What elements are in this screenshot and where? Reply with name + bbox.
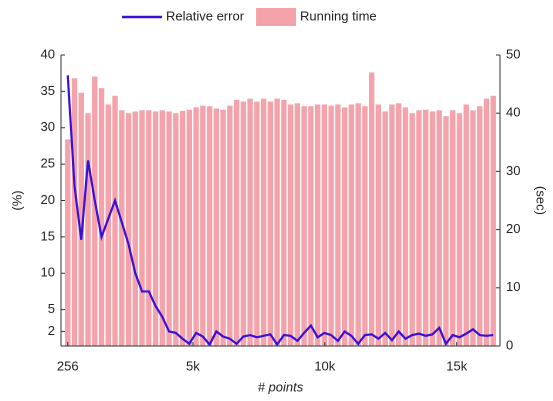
bar [179, 110, 186, 346]
x-tick-label: 5k [186, 358, 200, 373]
bar [456, 113, 463, 346]
bar [233, 99, 240, 347]
y-tick-label: 15 [41, 228, 55, 243]
bar [159, 110, 166, 346]
bar [71, 78, 78, 346]
bar [105, 104, 111, 346]
x-tick-label: 256 [57, 358, 79, 373]
bar [368, 72, 375, 347]
legend-swatch [256, 8, 297, 26]
bar [294, 103, 301, 346]
bar [119, 110, 125, 346]
bar [375, 104, 382, 346]
bar [402, 107, 409, 346]
y2-tick-label: 30 [506, 163, 520, 178]
legend: Relative error Running time [122, 8, 377, 26]
bar [314, 104, 321, 346]
bar [423, 109, 429, 346]
bar [125, 113, 132, 346]
bar [335, 104, 341, 346]
x-tick-label: 10k [314, 358, 335, 373]
bar [443, 116, 449, 346]
bar [416, 110, 422, 346]
bar [287, 104, 294, 346]
bar [213, 108, 220, 346]
y2-tick-label: 40 [506, 105, 520, 120]
bar [328, 105, 334, 346]
bar [132, 111, 138, 346]
bar [220, 109, 226, 346]
y2-tick-label: 50 [506, 46, 520, 61]
bar [321, 104, 328, 346]
bar [206, 106, 213, 346]
bar [227, 105, 233, 346]
bar [429, 111, 436, 346]
y-tick-label: 25 [41, 156, 55, 171]
line [66, 75, 494, 347]
bar [139, 110, 145, 346]
bar [490, 95, 496, 347]
bar [173, 113, 179, 346]
y-tick-label: 20 [41, 192, 55, 207]
bar [146, 110, 152, 346]
bar [348, 104, 355, 346]
bar [395, 103, 402, 346]
bar [409, 113, 415, 346]
bar [92, 76, 98, 346]
y-tick-label: 35 [41, 83, 55, 98]
bar [112, 95, 118, 347]
bar [281, 99, 287, 347]
bar [200, 105, 206, 346]
bar [341, 107, 348, 346]
y-tick-label: 40 [41, 46, 55, 61]
y2-tick-label: 20 [506, 221, 520, 236]
bar [152, 111, 159, 346]
bar [85, 113, 91, 346]
bar [78, 92, 84, 346]
bar [301, 106, 307, 346]
legend-label: Relative error [166, 8, 245, 23]
bar [193, 107, 199, 346]
bar [186, 109, 193, 346]
y-tick-label: 30 [41, 119, 55, 134]
y-tick-label: 5 [48, 301, 55, 316]
bar [240, 101, 247, 346]
x-tick-label: 15k [446, 358, 467, 373]
bar [483, 98, 490, 347]
bar [436, 110, 442, 346]
bar [382, 111, 388, 346]
y-tick-label: 10 [41, 265, 55, 280]
bar [260, 98, 267, 347]
bar [247, 98, 253, 347]
y2-tick-label: 0 [506, 337, 513, 352]
bar [65, 139, 71, 346]
y-tick-label: 2 [48, 323, 55, 338]
bar [477, 106, 483, 346]
bar [267, 101, 274, 346]
bar [254, 101, 260, 346]
bar [166, 111, 172, 346]
y2-tick-label: 10 [506, 279, 520, 294]
bar [355, 103, 361, 346]
y2-axis-label: (sec) [534, 186, 549, 215]
bar [389, 104, 395, 346]
legend-label: Running time [300, 8, 377, 23]
bar [362, 106, 368, 346]
bar [98, 88, 105, 346]
bar [463, 104, 469, 346]
bar [450, 110, 456, 346]
y-axis-label: (%) [9, 190, 24, 210]
bar [470, 110, 476, 346]
bar [308, 106, 314, 346]
bar [274, 98, 280, 347]
x-axis-label: # points [258, 379, 304, 394]
